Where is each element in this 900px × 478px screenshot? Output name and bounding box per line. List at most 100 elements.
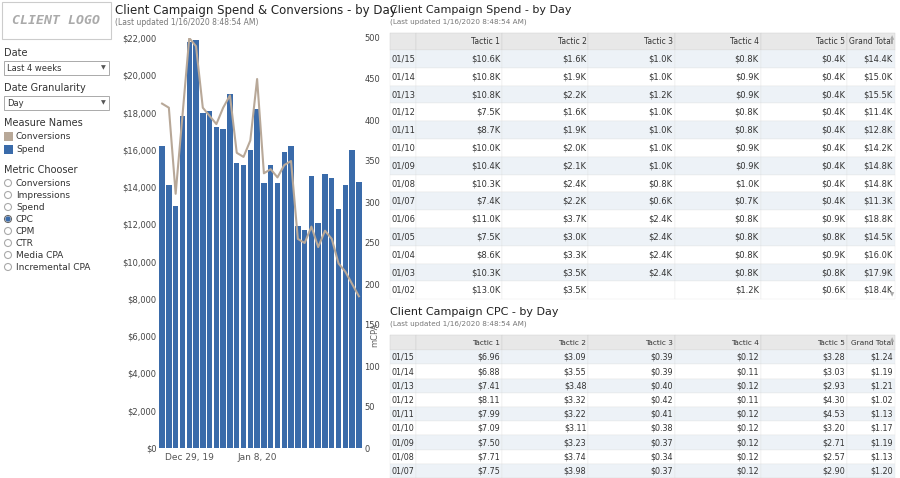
Text: $3.5K: $3.5K xyxy=(562,286,587,295)
Bar xyxy=(274,184,280,448)
Bar xyxy=(847,246,895,263)
Text: $10.3K: $10.3K xyxy=(471,268,500,277)
Text: $3.5K: $3.5K xyxy=(562,268,587,277)
Bar xyxy=(589,364,675,379)
Bar xyxy=(213,128,219,448)
Text: $0.9K: $0.9K xyxy=(821,215,845,224)
Bar xyxy=(390,407,416,421)
Bar xyxy=(166,185,172,448)
Bar xyxy=(200,112,205,448)
Bar xyxy=(760,450,847,464)
Text: $3.0K: $3.0K xyxy=(562,232,587,241)
Text: $8.11: $8.11 xyxy=(478,395,500,404)
Bar xyxy=(390,246,416,263)
Bar xyxy=(760,228,847,246)
Text: 01/12: 01/12 xyxy=(392,108,416,117)
Bar xyxy=(390,263,416,282)
Bar xyxy=(847,33,895,50)
Bar xyxy=(589,263,675,282)
Bar xyxy=(502,33,589,50)
Text: $0.8K: $0.8K xyxy=(734,215,759,224)
Bar xyxy=(390,393,416,407)
Bar xyxy=(4,145,13,154)
Text: $7.5K: $7.5K xyxy=(476,232,500,241)
Text: $1.0K: $1.0K xyxy=(649,72,672,81)
Text: Date: Date xyxy=(4,48,28,58)
Text: Media CPA: Media CPA xyxy=(16,250,63,260)
Bar xyxy=(675,450,760,464)
Text: Grand Total: Grand Total xyxy=(850,340,893,346)
Text: $10.8K: $10.8K xyxy=(471,72,500,81)
Text: 01/10: 01/10 xyxy=(392,143,416,152)
Bar xyxy=(847,121,895,139)
Text: $0.11: $0.11 xyxy=(736,395,759,404)
Bar xyxy=(760,350,847,364)
Text: $0.9K: $0.9K xyxy=(821,250,845,259)
Text: $0.6K: $0.6K xyxy=(649,197,672,206)
Text: Spend: Spend xyxy=(16,145,45,154)
Text: 01/07: 01/07 xyxy=(392,197,416,206)
Bar xyxy=(760,421,847,435)
Bar xyxy=(760,157,847,174)
Text: 01/02: 01/02 xyxy=(392,286,416,295)
Text: 01/15: 01/15 xyxy=(392,54,416,64)
Text: $1.21: $1.21 xyxy=(870,381,893,390)
Text: $2.4K: $2.4K xyxy=(562,179,587,188)
Bar xyxy=(760,174,847,193)
Bar xyxy=(760,103,847,121)
Bar xyxy=(589,335,675,350)
Text: Tactic 4: Tactic 4 xyxy=(731,340,759,346)
Text: 01/07: 01/07 xyxy=(392,467,415,476)
Bar xyxy=(416,50,502,68)
Text: $0.12: $0.12 xyxy=(736,467,759,476)
Bar xyxy=(255,109,260,448)
Bar xyxy=(416,263,502,282)
Bar xyxy=(675,282,760,299)
Text: 01/11: 01/11 xyxy=(392,126,416,135)
Bar xyxy=(589,139,675,157)
Text: $2.0K: $2.0K xyxy=(562,143,587,152)
Text: $1.20: $1.20 xyxy=(870,467,893,476)
Bar xyxy=(502,103,589,121)
Text: 01/13: 01/13 xyxy=(392,381,415,390)
Text: $1.0K: $1.0K xyxy=(649,108,672,117)
Text: $3.03: $3.03 xyxy=(823,367,845,376)
Bar xyxy=(675,464,760,478)
Text: $0.9K: $0.9K xyxy=(734,161,759,170)
Text: Client Campaign CPC - by Day: Client Campaign CPC - by Day xyxy=(390,307,559,317)
Bar xyxy=(416,103,502,121)
Bar xyxy=(760,139,847,157)
Bar xyxy=(502,68,589,86)
Text: CLIENT LOGO: CLIENT LOGO xyxy=(13,13,101,26)
Text: $4.53: $4.53 xyxy=(823,410,845,419)
Bar xyxy=(847,157,895,174)
Bar xyxy=(502,228,589,246)
Text: Tactic 2: Tactic 2 xyxy=(558,340,587,346)
Text: $3.20: $3.20 xyxy=(823,424,845,433)
Text: $2.4K: $2.4K xyxy=(649,232,672,241)
Bar xyxy=(390,121,416,139)
Text: $3.09: $3.09 xyxy=(563,353,587,362)
Bar xyxy=(847,228,895,246)
Bar xyxy=(760,50,847,68)
Bar xyxy=(675,210,760,228)
Text: $0.8K: $0.8K xyxy=(821,232,845,241)
Bar xyxy=(416,228,502,246)
Bar xyxy=(416,364,502,379)
Text: $11.3K: $11.3K xyxy=(864,197,893,206)
Bar xyxy=(589,464,675,478)
Text: $6.88: $6.88 xyxy=(478,367,500,376)
Bar xyxy=(589,350,675,364)
Bar xyxy=(390,174,416,193)
Text: ▲: ▲ xyxy=(890,337,894,342)
Text: $0.11: $0.11 xyxy=(736,367,759,376)
Text: $4.30: $4.30 xyxy=(823,395,845,404)
Bar xyxy=(329,178,335,448)
Bar xyxy=(847,86,895,103)
Bar xyxy=(416,139,502,157)
Bar xyxy=(416,86,502,103)
Bar xyxy=(502,139,589,157)
Bar xyxy=(589,193,675,210)
Bar xyxy=(416,193,502,210)
Bar xyxy=(847,50,895,68)
